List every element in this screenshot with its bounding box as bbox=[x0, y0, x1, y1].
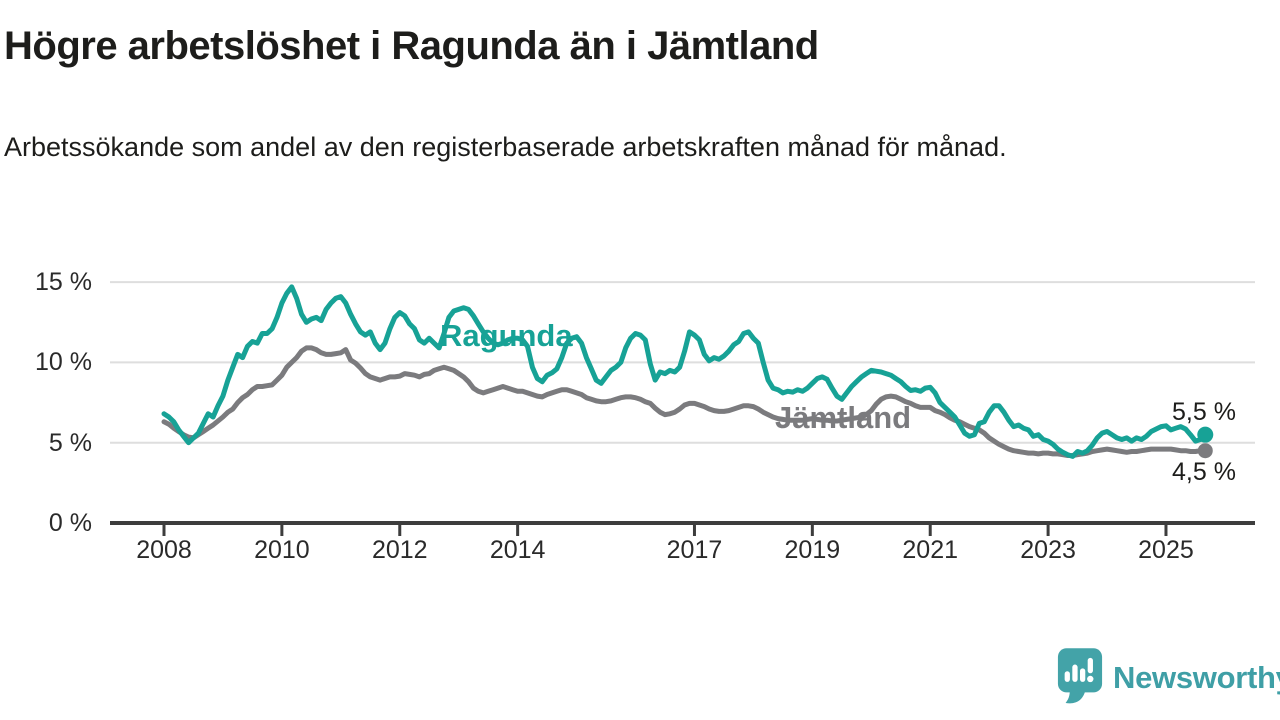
end-value-label-jamtland: 4,5 % bbox=[1172, 458, 1236, 486]
end-dot-jämtland bbox=[1197, 443, 1213, 459]
page-subtitle: Arbetssökande som andel av den registerb… bbox=[4, 132, 1007, 162]
newsworthy-wordmark: Newsworthy bbox=[1113, 660, 1280, 695]
x-tick-label: 2014 bbox=[489, 536, 546, 564]
newsworthy-logo: Newsworthy bbox=[1056, 646, 1280, 710]
page-title: Högre arbetslöshet i Ragunda än i Jämtla… bbox=[4, 24, 819, 68]
y-tick-label: 15 % bbox=[35, 268, 92, 297]
x-tick-label: 2008 bbox=[136, 536, 192, 564]
newsworthy-logo-icon bbox=[1057, 648, 1103, 704]
series-label-ragunda: Ragunda bbox=[440, 318, 573, 353]
series-label-jamtland: Jämtland bbox=[775, 400, 912, 435]
line-ragunda bbox=[161, 284, 1208, 459]
x-tick-label: 2023 bbox=[1020, 536, 1076, 564]
end-value-label-ragunda: 5,5 % bbox=[1172, 398, 1236, 426]
x-tick-label: 2017 bbox=[666, 536, 723, 564]
y-tick-label: 5 % bbox=[48, 428, 92, 457]
x-tick-label: 2019 bbox=[784, 536, 841, 564]
x-tick-label: 2021 bbox=[902, 536, 959, 564]
line-jämtland bbox=[161, 345, 1208, 458]
x-tick-label: 2010 bbox=[254, 536, 310, 564]
y-tick-label: 0 % bbox=[48, 509, 92, 537]
y-tick-label: 10 % bbox=[35, 348, 92, 377]
end-dot-ragunda bbox=[1197, 426, 1214, 443]
x-tick-label: 2012 bbox=[371, 536, 428, 564]
x-tick-label: 2025 bbox=[1138, 536, 1194, 564]
